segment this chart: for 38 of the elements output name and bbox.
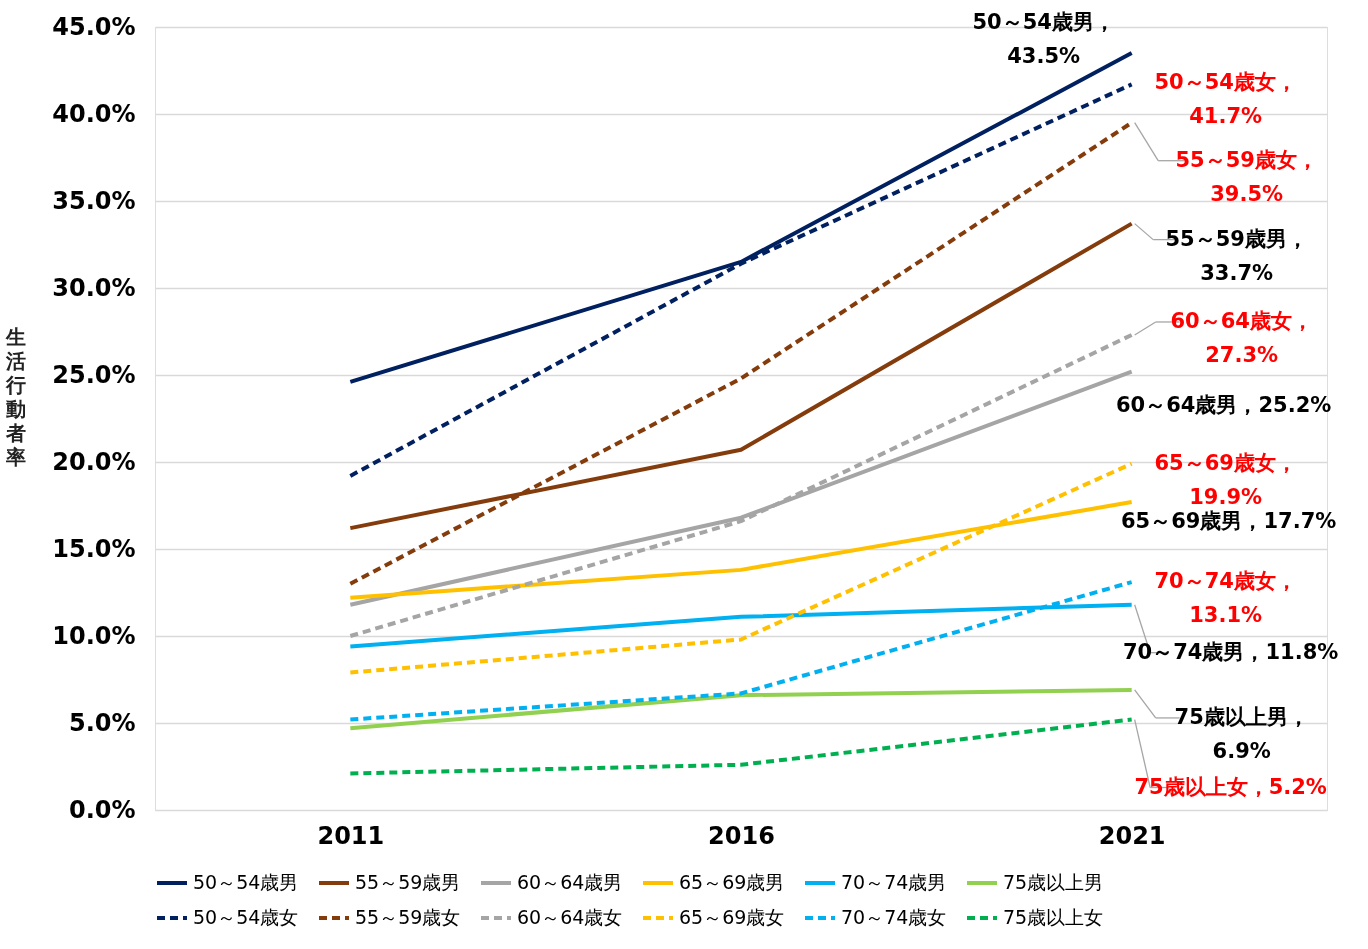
legend-label: 70～74歳男 [841,871,947,893]
data-label: 55～59歳女，39.5% [1175,147,1318,206]
legend-label: 75歳以上男 [1003,871,1104,893]
data-label: 75歳以上女，5.2% [1134,774,1327,799]
data-label: 55～59歳男，33.7% [1165,226,1308,285]
y-tick-label: 40.0% [52,99,136,128]
y-tick-label: 15.0% [52,534,136,563]
legend-label: 60～64歳男 [517,871,623,893]
y-tick-label: 30.0% [52,273,136,302]
legend-label: 75歳以上女 [1003,906,1104,928]
legend-label: 50～54歳女 [193,906,299,928]
y-tick-label: 45.0% [52,12,136,41]
legend-label: 55～59歳女 [355,906,461,928]
y-tick-label: 35.0% [52,186,136,215]
data-label: 60～64歳男，25.2% [1116,392,1332,417]
legend-label: 60～64歳女 [517,906,623,928]
data-label: 65～69歳男，17.7% [1121,509,1337,534]
x-tick-label: 2016 [708,821,775,850]
x-tick-label: 2021 [1098,821,1166,850]
legend-label: 50～54歳男 [193,871,299,893]
y-tick-label: 25.0% [52,360,136,389]
legend-label: 70～74歳女 [841,906,947,928]
legend-label: 65～69歳男 [679,871,785,893]
x-tick-label: 2011 [317,821,385,850]
data-label: 50～54歳男，43.5% [972,10,1115,69]
y-tick-label: 5.0% [68,708,136,737]
legend-label: 55～59歳男 [355,871,461,893]
y-tick-label: 10.0% [52,621,136,650]
y-tick-label: 0.0% [68,795,136,824]
data-label: 75歳以上男，6.9% [1174,704,1309,763]
data-label: 50～54歳女，41.7% [1154,70,1297,129]
y-axis-title: 生活行動者率 [4,324,26,469]
data-label: 70～74歳男，11.8% [1123,639,1339,664]
data-label: 70～74歳女，13.1% [1154,569,1297,628]
data-label: 60～64歳女，27.3% [1170,308,1313,367]
data-label: 65～69歳女，19.9% [1154,450,1297,509]
y-tick-label: 20.0% [52,447,136,476]
legend-label: 65～69歳女 [679,906,785,928]
